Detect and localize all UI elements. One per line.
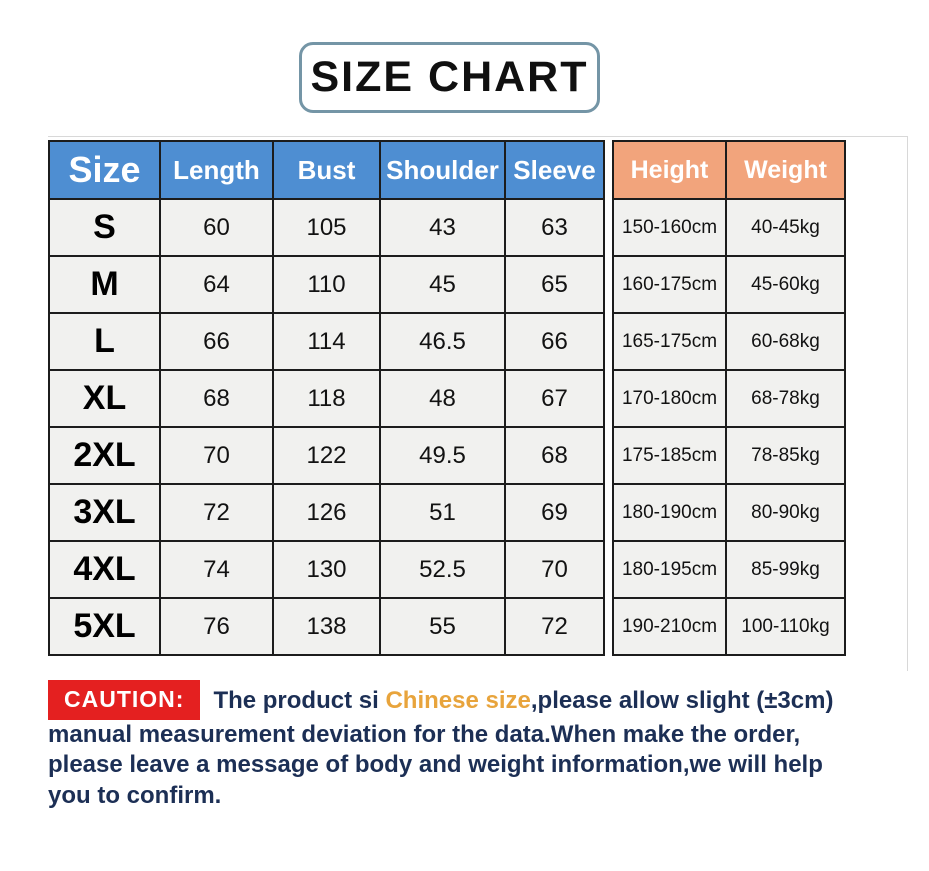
- cell-height: 160-175cm: [612, 255, 727, 314]
- cell-sleeve: 68: [504, 426, 605, 485]
- cell-size: S: [48, 198, 161, 257]
- cell-shoulder: 43: [379, 198, 506, 257]
- caution-line-4: you to confirm.: [48, 781, 222, 809]
- table-row: 3XL 72 126 51 69: [48, 483, 605, 542]
- cell-bust: 118: [272, 369, 381, 428]
- cell-weight: 40-45kg: [725, 198, 846, 257]
- cell-size: 2XL: [48, 426, 161, 485]
- header-cell-sleeve: Sleeve: [504, 140, 605, 200]
- cell-weight: 60-68kg: [725, 312, 846, 371]
- size-table-body-info: Height Weight 150-160cm 40-45kg 160-175c…: [612, 140, 846, 656]
- cell-bust: 105: [272, 198, 381, 257]
- cell-weight: 78-85kg: [725, 426, 846, 485]
- cell-height: 180-195cm: [612, 540, 727, 599]
- cell-height: 165-175cm: [612, 312, 727, 371]
- cell-shoulder: 48: [379, 369, 506, 428]
- cell-bust: 114: [272, 312, 381, 371]
- table-row: 175-185cm 78-85kg: [612, 426, 846, 485]
- table-row: 160-175cm 45-60kg: [612, 255, 846, 314]
- cell-height: 190-210cm: [612, 597, 727, 656]
- cell-weight: 85-99kg: [725, 540, 846, 599]
- header-cell-bust: Bust: [272, 140, 381, 200]
- cell-bust: 130: [272, 540, 381, 599]
- table-row: 4XL 74 130 52.5 70: [48, 540, 605, 599]
- cell-weight: 45-60kg: [725, 255, 846, 314]
- caution-badge: CAUTION:: [48, 680, 201, 720]
- size-chart-title-box: SIZE CHART: [299, 42, 600, 113]
- cell-shoulder: 49.5: [379, 426, 506, 485]
- table-row: 180-190cm 80-90kg: [612, 483, 846, 542]
- cell-sleeve: 72: [504, 597, 605, 656]
- cell-weight: 80-90kg: [725, 483, 846, 542]
- size-table: Size Length Bust Shoulder Sleeve S 60 10…: [48, 140, 846, 656]
- header-cell-shoulder: Shoulder: [379, 140, 506, 200]
- cell-length: 74: [159, 540, 274, 599]
- cell-shoulder: 45: [379, 255, 506, 314]
- cell-shoulder: 51: [379, 483, 506, 542]
- cell-sleeve: 65: [504, 255, 605, 314]
- table-row: 150-160cm 40-45kg: [612, 198, 846, 257]
- table-row: XL 68 118 48 67: [48, 369, 605, 428]
- cell-sleeve: 70: [504, 540, 605, 599]
- header-cell-height: Height: [612, 140, 727, 200]
- table-outer-frame: [48, 136, 908, 671]
- cell-sleeve: 63: [504, 198, 605, 257]
- header-cell-weight: Weight: [725, 140, 846, 200]
- cell-size: M: [48, 255, 161, 314]
- table-row: S 60 105 43 63: [48, 198, 605, 257]
- cell-bust: 110: [272, 255, 381, 314]
- caution-text: The product si: [213, 687, 386, 714]
- cell-length: 68: [159, 369, 274, 428]
- table-header-row: Size Length Bust Shoulder Sleeve: [48, 140, 605, 200]
- caution-line-3: please leave a message of body and weigh…: [48, 751, 823, 778]
- cell-sleeve: 66: [504, 312, 605, 371]
- cell-bust: 122: [272, 426, 381, 485]
- header-cell-length: Length: [159, 140, 274, 200]
- table-row: 2XL 70 122 49.5 68: [48, 426, 605, 485]
- caution-line-1: CAUTION: The product si Chinese size,plea…: [48, 680, 924, 720]
- cell-sleeve: 67: [504, 369, 605, 428]
- cell-weight: 68-78kg: [725, 369, 846, 428]
- table-header-row: Height Weight: [612, 140, 846, 200]
- cell-length: 76: [159, 597, 274, 656]
- table-row: L 66 114 46.5 66: [48, 312, 605, 371]
- size-table-measurements: Size Length Bust Shoulder Sleeve S 60 10…: [48, 140, 605, 656]
- cell-size: L: [48, 312, 161, 371]
- cell-shoulder: 46.5: [379, 312, 506, 371]
- table-row: 180-195cm 85-99kg: [612, 540, 846, 599]
- cell-height: 150-160cm: [612, 198, 727, 257]
- caution-note: CAUTION: The product si Chinese size,plea…: [48, 680, 924, 811]
- cell-length: 60: [159, 198, 274, 257]
- cell-size: 5XL: [48, 597, 161, 656]
- cell-size: 4XL: [48, 540, 161, 599]
- table-row: 170-180cm 68-78kg: [612, 369, 846, 428]
- table-row: 190-210cm 100-110kg: [612, 597, 846, 656]
- table-row: 165-175cm 60-68kg: [612, 312, 846, 371]
- cell-length: 66: [159, 312, 274, 371]
- cell-size: XL: [48, 369, 161, 428]
- cell-length: 72: [159, 483, 274, 542]
- caution-highlight-chinese-size: Chinese size: [385, 687, 531, 714]
- table-row: M 64 110 45 65: [48, 255, 605, 314]
- cell-height: 180-190cm: [612, 483, 727, 542]
- caution-line-2: manual measurement deviation for the dat…: [48, 720, 801, 748]
- cell-size: 3XL: [48, 483, 161, 542]
- cell-bust: 126: [272, 483, 381, 542]
- cell-height: 175-185cm: [612, 426, 727, 485]
- cell-bust: 138: [272, 597, 381, 656]
- cell-weight: 100-110kg: [725, 597, 846, 656]
- cell-shoulder: 55: [379, 597, 506, 656]
- cell-sleeve: 69: [504, 483, 605, 542]
- cell-length: 70: [159, 426, 274, 485]
- caution-text: ,please allow slight (±3cm): [530, 687, 834, 714]
- cell-shoulder: 52.5: [379, 540, 506, 599]
- cell-length: 64: [159, 255, 274, 314]
- page-title: SIZE CHART: [310, 53, 589, 101]
- cell-height: 170-180cm: [612, 369, 727, 428]
- table-row: 5XL 76 138 55 72: [48, 597, 605, 656]
- header-cell-size: Size: [48, 140, 161, 200]
